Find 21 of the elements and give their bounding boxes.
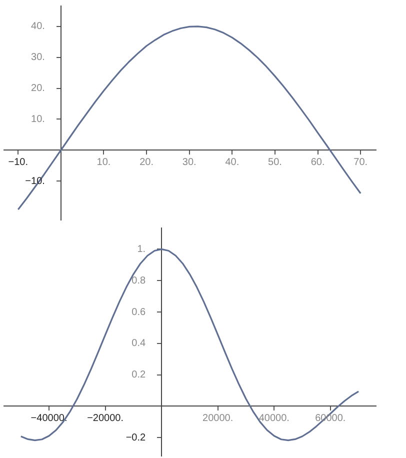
x-tick-label: −10.	[8, 156, 28, 168]
y-tick-label: 20.	[31, 83, 45, 94]
x-tick-label: 50.	[268, 156, 282, 168]
y-tick-label: 0.6	[132, 306, 146, 318]
x-tick-label: 60.	[310, 156, 325, 168]
x-tick-label: 10.	[96, 156, 111, 168]
x-tick-label: 40.	[225, 156, 240, 168]
y-tick-label: 1.	[137, 244, 146, 255]
y-tick-label: 30.	[31, 52, 45, 64]
y-tick-label: 10.	[31, 114, 45, 125]
x-tick-label: 30.	[182, 156, 196, 168]
x-tick-label: 20000.	[202, 412, 234, 424]
y-tick-label: 0.4	[132, 338, 146, 350]
x-tick-label: 70.	[354, 156, 368, 168]
y-tick-label: 40.	[31, 21, 45, 32]
y-tick-label: −0.2	[126, 432, 146, 444]
y-tick-label: 0.8	[132, 275, 146, 286]
x-tick-label: 40000.	[258, 412, 290, 424]
x-tick-label: 20.	[140, 156, 154, 168]
x-tick-label: −20000.	[87, 412, 124, 424]
y-tick-label: 0.2	[132, 370, 146, 381]
